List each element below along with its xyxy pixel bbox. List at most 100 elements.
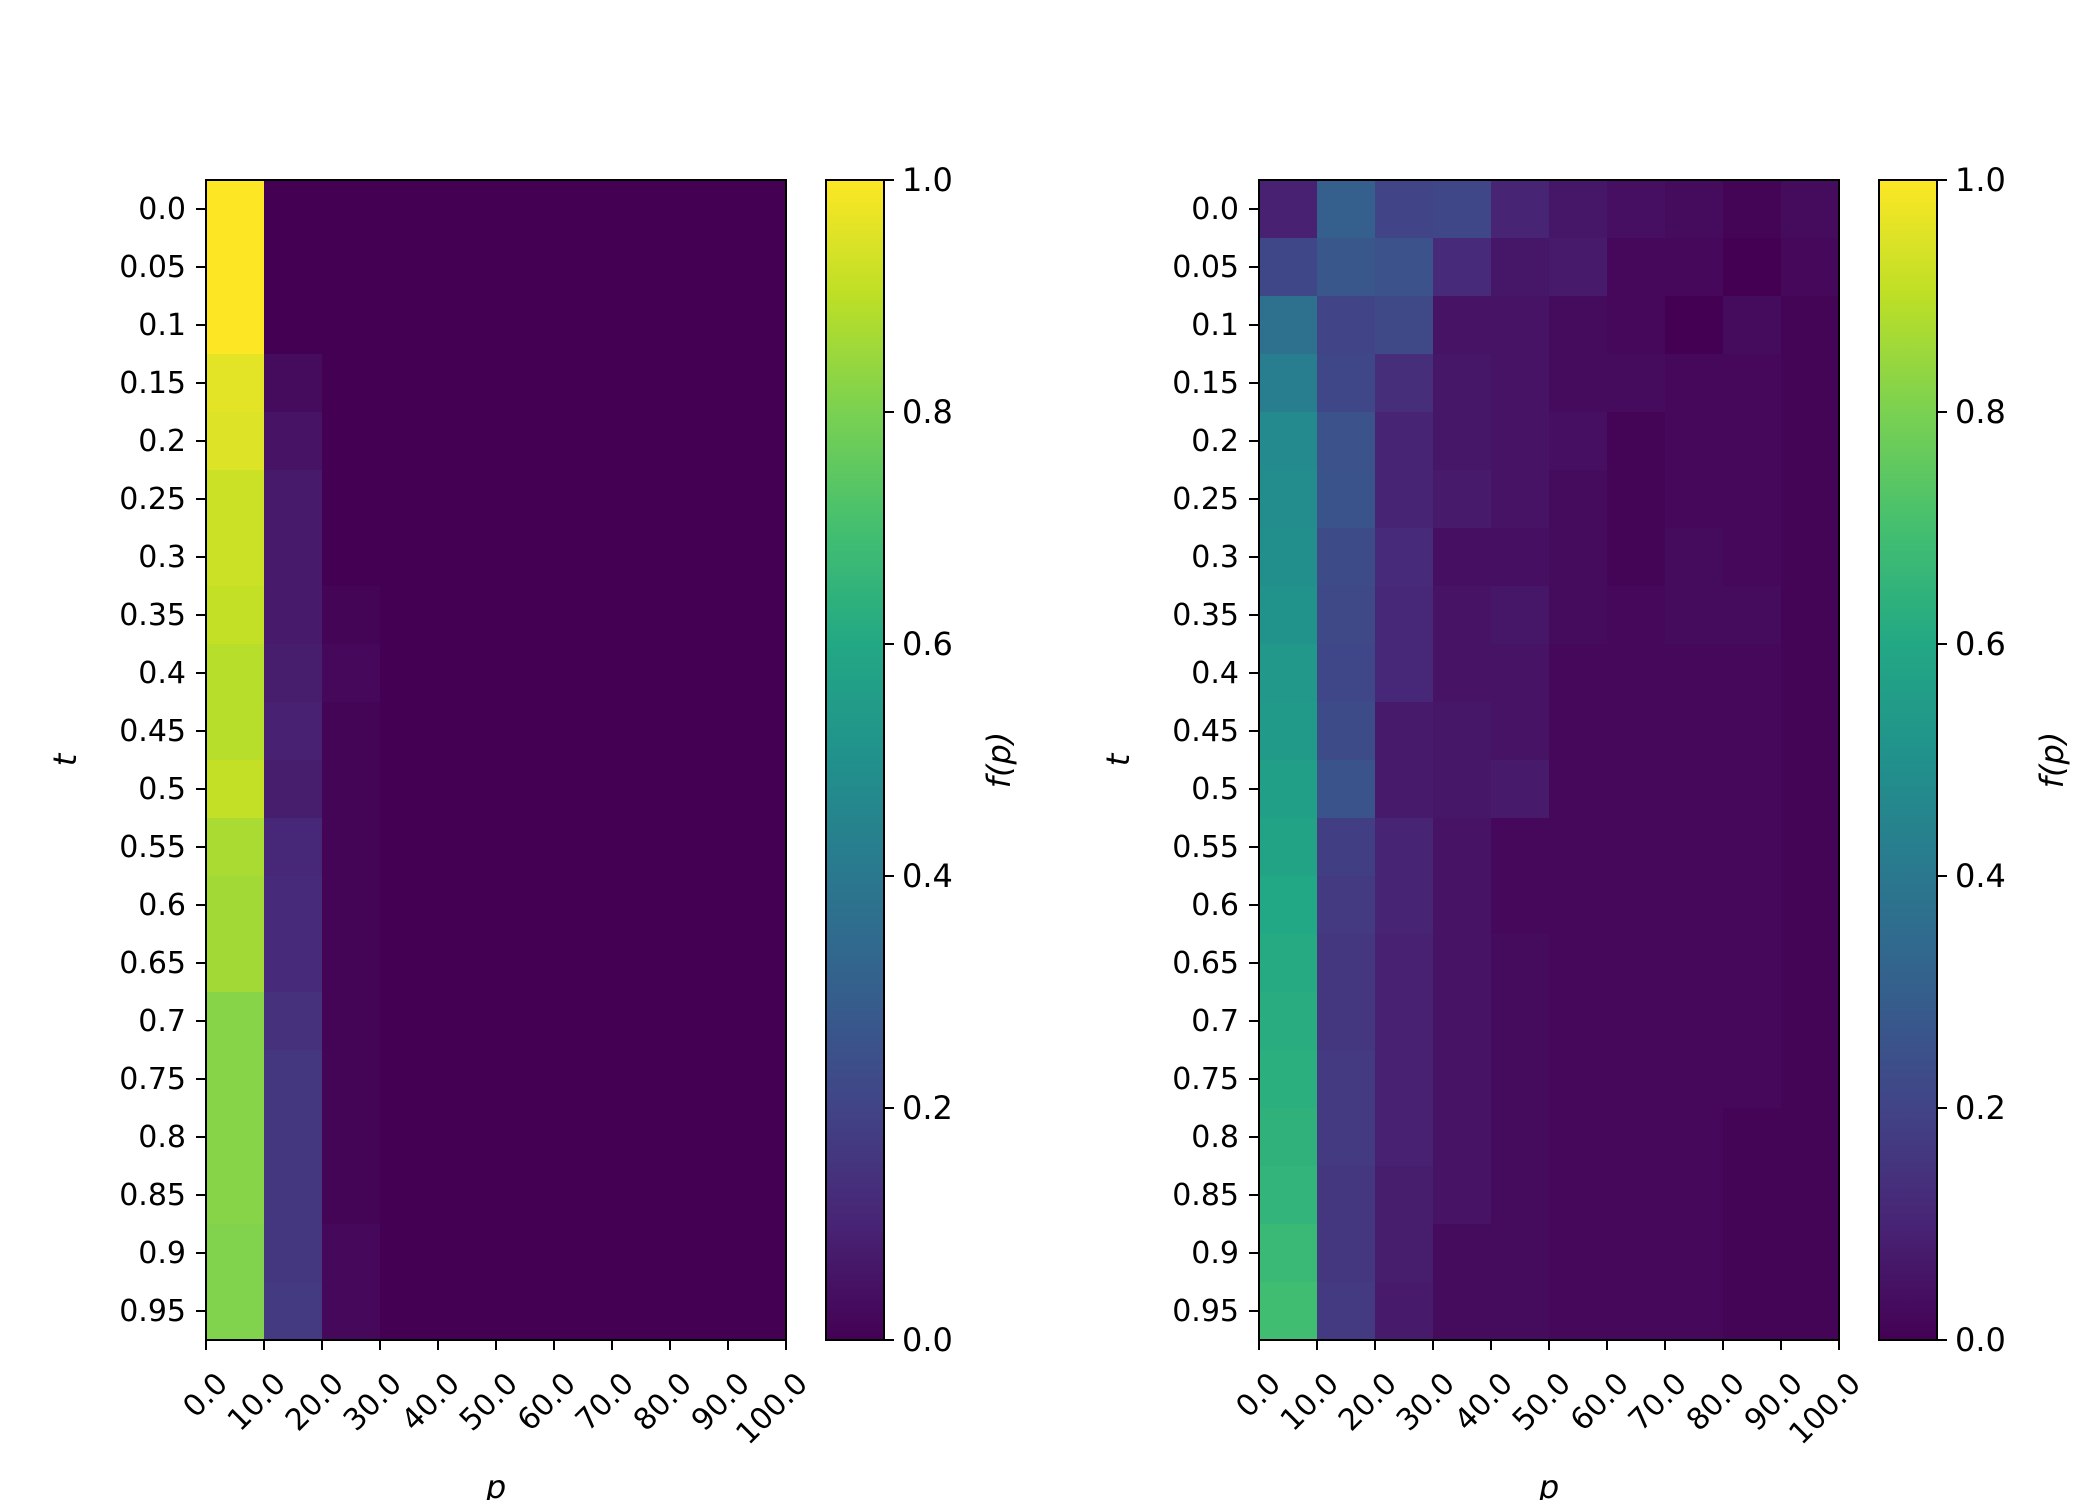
heatmap-cell — [728, 1224, 787, 1283]
heatmap-cell — [380, 1166, 439, 1225]
heatmap-cell — [1317, 296, 1376, 355]
heatmap-cell — [264, 1224, 323, 1283]
heatmap-cell — [670, 1166, 729, 1225]
colorbar-tick-label: 0.4 — [902, 857, 953, 895]
x-tick-label: 40.0 — [1448, 1366, 1520, 1438]
heatmap-cell — [380, 644, 439, 703]
y-tick-label: 0.05 — [1172, 250, 1239, 285]
heatmap-cell — [554, 296, 613, 355]
heatmap-cell — [206, 934, 265, 993]
heatmap-cell — [1781, 528, 1840, 587]
heatmap-cell — [1781, 180, 1840, 239]
heatmap-cell — [1259, 1108, 1318, 1167]
heatmap-cell — [670, 1050, 729, 1109]
heatmap-cell — [1259, 702, 1318, 761]
heatmap-cell — [1433, 992, 1492, 1051]
heatmap-cell — [206, 1224, 265, 1283]
y-tick-label: 0.6 — [1191, 888, 1239, 923]
colorbar-tick-label: 0.6 — [902, 625, 953, 663]
heatmap-cell — [1607, 1224, 1666, 1283]
heatmap-cell — [1607, 528, 1666, 587]
heatmap-cell — [554, 702, 613, 761]
heatmap-cell — [264, 702, 323, 761]
heatmap-cell — [728, 180, 787, 239]
heatmap-cell — [1375, 1166, 1434, 1225]
heatmap-cell — [728, 992, 787, 1051]
heatmap-cell — [1433, 1050, 1492, 1109]
heatmap-cell — [1491, 1282, 1550, 1341]
heatmap-cell — [1723, 296, 1782, 355]
heatmap-cell — [496, 992, 555, 1051]
y-tick-label: 0.25 — [119, 482, 186, 517]
heatmap-cell — [1491, 470, 1550, 529]
heatmap-cell — [496, 1108, 555, 1167]
colorbar-tick-label: 0.2 — [902, 1089, 953, 1127]
heatmap-cell — [1607, 760, 1666, 819]
heatmap-cell — [264, 760, 323, 819]
heatmap-cell — [1607, 644, 1666, 703]
heatmap-cell — [1317, 354, 1376, 413]
heatmap-cell — [1549, 760, 1608, 819]
heatmap-cell — [1375, 702, 1434, 761]
heatmap-cell — [670, 586, 729, 645]
y-tick-label: 0.75 — [119, 1062, 186, 1097]
heatmap-cell — [496, 470, 555, 529]
heatmap-cell — [264, 876, 323, 935]
heatmap-cell — [1375, 1224, 1434, 1283]
heatmap-cell — [1781, 992, 1840, 1051]
heatmap-cell — [1491, 644, 1550, 703]
heatmap-cell — [1607, 1166, 1666, 1225]
heatmap-cell — [554, 470, 613, 529]
heatmap-cell — [380, 1108, 439, 1167]
x-tick-label: 60.0 — [1564, 1366, 1636, 1438]
y-tick-label: 0.65 — [1172, 946, 1239, 981]
heatmap-cell — [264, 1282, 323, 1341]
heatmap-cell — [496, 354, 555, 413]
heatmap-cell — [554, 760, 613, 819]
heatmap-cell — [438, 296, 497, 355]
heatmap-cell — [670, 818, 729, 877]
heatmap-cell — [1375, 1050, 1434, 1109]
heatmap-cell — [438, 470, 497, 529]
colorbar-tick-label: 0.8 — [902, 393, 953, 431]
colorbar-label: f(p) — [980, 732, 1018, 789]
heatmap-cell — [1549, 470, 1608, 529]
heatmap-cell — [1375, 296, 1434, 355]
heatmap-cell — [1375, 412, 1434, 471]
heatmap-cell — [322, 1108, 381, 1167]
heatmap-cell — [1491, 238, 1550, 297]
heatmap-cell — [612, 702, 671, 761]
heatmap-cell — [1259, 296, 1318, 355]
heatmap-cell — [1433, 296, 1492, 355]
y-tick-label: 0.85 — [119, 1178, 186, 1213]
heatmap-cell — [1317, 934, 1376, 993]
heatmap-cell — [1259, 470, 1318, 529]
heatmap-cell — [438, 1282, 497, 1341]
heatmap-cell — [1549, 528, 1608, 587]
heatmap-cell — [322, 702, 381, 761]
heatmap-cell — [728, 760, 787, 819]
heatmap-cell — [1491, 1108, 1550, 1167]
heatmap-cell — [1433, 586, 1492, 645]
heatmap-cell — [1723, 1166, 1782, 1225]
heatmap-cell — [1665, 1224, 1724, 1283]
heatmap-cell — [1781, 1166, 1840, 1225]
heatmap-cell — [554, 238, 613, 297]
heatmap-cell — [264, 934, 323, 993]
heatmap-cell — [1549, 354, 1608, 413]
heatmap-cell — [206, 1282, 265, 1341]
heatmap-cell — [380, 238, 439, 297]
heatmap-cell — [554, 644, 613, 703]
heatmap-cell — [1433, 876, 1492, 935]
heatmap-cell — [1375, 470, 1434, 529]
heatmap-cell — [1433, 528, 1492, 587]
heatmap-cell — [438, 934, 497, 993]
heatmap-cell — [612, 1108, 671, 1167]
y-tick-label: 0.95 — [1172, 1294, 1239, 1329]
colorbar: 0.0 0.2 0.4 0.6 0.8 1.0 f(p) — [825, 161, 1018, 1359]
heatmap-cell — [206, 470, 265, 529]
heatmap-panel-2: 0.0 0.05 0.1 0.15 0.2 0.25 0.3 0.35 0.4 0.45 0.5 0.… — [1099, 161, 2071, 1500]
heatmap-cell — [1491, 876, 1550, 935]
heatmap-cell — [322, 238, 381, 297]
heatmap-cell — [1723, 412, 1782, 471]
